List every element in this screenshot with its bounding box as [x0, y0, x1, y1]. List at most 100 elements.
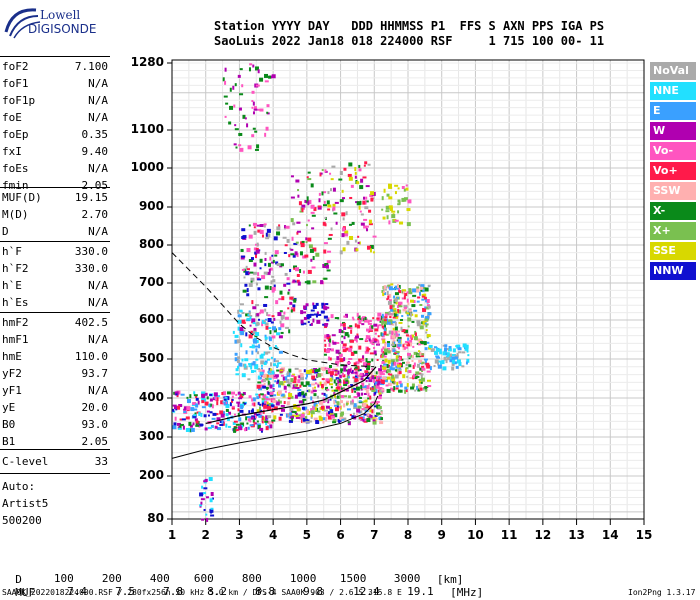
echo-point	[238, 426, 243, 431]
echo-point	[204, 427, 208, 431]
echo-point	[203, 480, 208, 483]
echo-point	[264, 397, 268, 400]
echo-point	[404, 389, 407, 394]
echo-point	[235, 373, 240, 376]
echo-point	[394, 191, 397, 195]
echo-point	[271, 420, 274, 424]
echo-point	[248, 234, 253, 239]
echo-point	[253, 402, 256, 407]
echo-point	[418, 378, 422, 381]
echo-point	[376, 317, 380, 320]
echo-point	[291, 307, 294, 310]
echo-point	[378, 370, 381, 375]
echo-point	[309, 369, 314, 374]
echo-point	[387, 359, 391, 364]
echo-point	[269, 384, 273, 389]
echo-point	[330, 415, 335, 419]
muf-value: 12.4	[353, 585, 380, 598]
echo-point	[216, 422, 220, 425]
x-tick-label: 13	[568, 528, 585, 542]
x-tick-label: 12	[534, 528, 552, 542]
echo-point	[237, 326, 240, 331]
echo-point	[257, 272, 260, 277]
echo-point	[364, 350, 369, 354]
echo-point	[231, 395, 234, 398]
separator	[0, 473, 110, 474]
echo-point	[241, 255, 246, 258]
echo-point	[424, 306, 427, 309]
echo-point	[269, 256, 272, 261]
echo-point	[408, 309, 412, 312]
echo-point	[262, 394, 267, 398]
param-value: 2.05	[81, 179, 109, 192]
echo-point	[223, 95, 228, 98]
echo-point	[296, 221, 301, 224]
echo-point	[393, 312, 397, 317]
echo-point	[420, 377, 425, 382]
echo-point	[360, 385, 363, 390]
echo-point	[362, 200, 366, 205]
echo-point	[405, 389, 408, 393]
echo-point	[378, 392, 382, 395]
echo-point	[216, 401, 219, 406]
echo-point	[273, 358, 276, 363]
echo-point	[395, 333, 399, 337]
echo-point	[224, 115, 227, 118]
echo-point	[264, 257, 267, 261]
echo-point	[457, 347, 462, 351]
echo-point	[403, 343, 408, 346]
echo-point	[174, 416, 177, 421]
echo-point	[251, 100, 254, 103]
param-row: hmF2 402.5	[2, 314, 108, 331]
echo-point	[376, 339, 379, 342]
echo-point	[283, 380, 286, 383]
echo-point	[253, 421, 256, 424]
echo-point	[271, 275, 275, 278]
echo-point	[401, 315, 404, 318]
echo-point	[241, 358, 244, 362]
echo-point	[247, 426, 250, 430]
echo-point	[305, 303, 309, 307]
echo-point	[290, 196, 295, 199]
echo-point	[349, 235, 354, 240]
echo-point	[426, 341, 430, 344]
echo-point	[189, 428, 192, 433]
x-tick-label: 3	[235, 528, 244, 542]
echo-point	[278, 400, 282, 404]
echo-point	[408, 364, 412, 368]
echo-point	[355, 378, 359, 382]
echo-point	[365, 196, 368, 200]
echo-point	[406, 342, 411, 345]
echo-point	[366, 228, 369, 232]
echo-point	[264, 360, 268, 364]
echo-point	[326, 319, 330, 322]
echo-point	[370, 403, 373, 407]
echo-point	[353, 388, 357, 391]
echo-point	[380, 373, 385, 376]
echo-point	[216, 413, 219, 416]
echo-point	[287, 382, 292, 385]
echo-point	[325, 369, 329, 374]
echo-point	[381, 388, 385, 391]
echo-point	[326, 388, 330, 391]
echo-point	[323, 353, 327, 356]
echo-point	[247, 314, 250, 317]
legend-item: NNW	[650, 262, 696, 280]
echo-point	[307, 269, 312, 274]
echo-point	[425, 362, 430, 365]
echo-point	[264, 285, 269, 290]
echo-point	[340, 400, 344, 404]
echo-point	[435, 355, 440, 358]
echo-point	[307, 171, 311, 174]
echo-point	[263, 404, 268, 409]
echo-point	[276, 226, 281, 231]
echo-point	[314, 368, 319, 372]
echo-point	[253, 226, 256, 229]
echo-point	[205, 496, 209, 499]
echo-point	[293, 298, 297, 303]
echo-point	[271, 315, 275, 318]
echo-point	[310, 183, 314, 188]
echo-point	[337, 392, 341, 397]
echo-point	[322, 417, 327, 421]
echo-point	[252, 370, 257, 373]
